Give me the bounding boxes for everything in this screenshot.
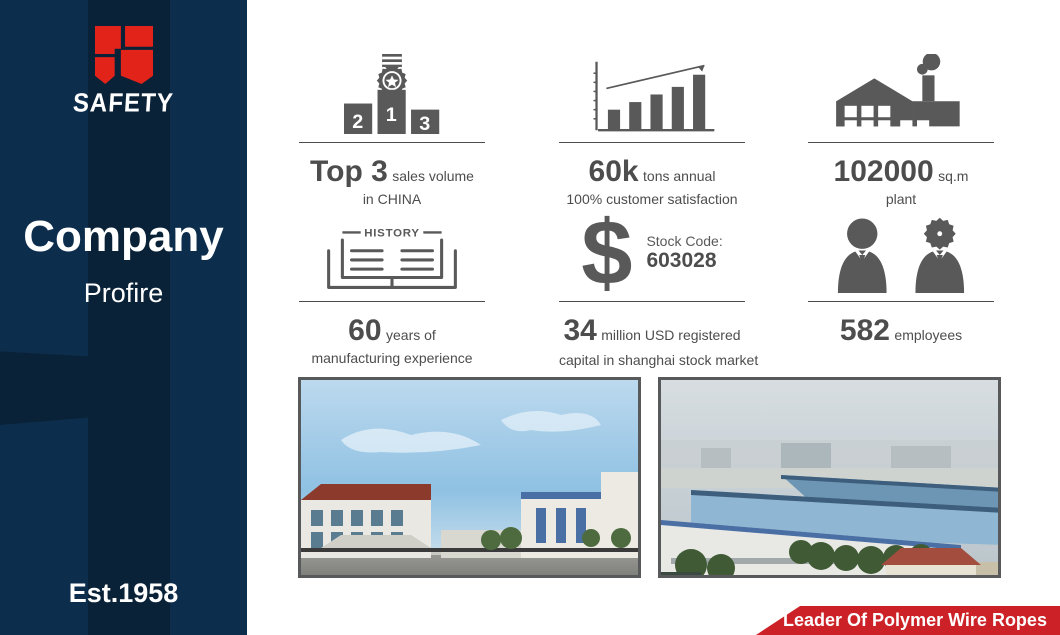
svg-text:3: 3 <box>419 113 430 134</box>
svg-text:1: 1 <box>386 104 397 126</box>
svg-text:HISTORY: HISTORY <box>364 227 420 239</box>
svg-text:2: 2 <box>352 111 363 133</box>
